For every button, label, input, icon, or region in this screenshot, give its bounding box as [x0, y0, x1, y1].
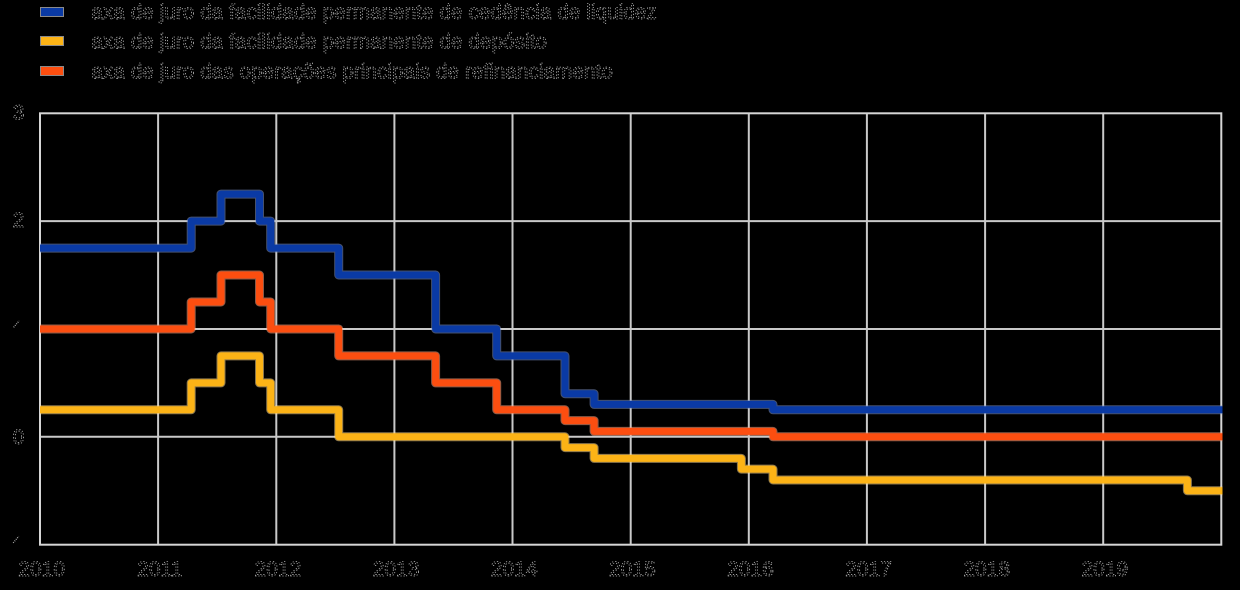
svg-text:3: 3	[13, 101, 25, 124]
svg-text:2012: 2012	[255, 558, 302, 581]
svg-text:2015: 2015	[609, 558, 656, 581]
svg-text:2010: 2010	[18, 558, 65, 581]
svg-text:2013: 2013	[373, 558, 420, 581]
svg-text:0: 0	[13, 426, 25, 449]
svg-text:Taxa de juro das operações pri: Taxa de juro das operações principais de…	[81, 60, 613, 83]
svg-text:2019: 2019	[1081, 558, 1128, 581]
svg-text:2016: 2016	[727, 558, 774, 581]
svg-text:Taxa de juro da facilidade per: Taxa de juro da facilidade permanente de…	[81, 30, 547, 53]
svg-text:-1: -1	[6, 533, 25, 556]
svg-text:2017: 2017	[845, 558, 892, 581]
svg-text:2: 2	[13, 209, 25, 232]
svg-text:2018: 2018	[963, 558, 1010, 581]
svg-text:2011: 2011	[137, 558, 182, 581]
svg-text:2014: 2014	[491, 558, 538, 581]
svg-text:Taxa de juro da facilidade per: Taxa de juro da facilidade permanente de…	[81, 1, 657, 24]
svg-text:1: 1	[13, 317, 25, 340]
